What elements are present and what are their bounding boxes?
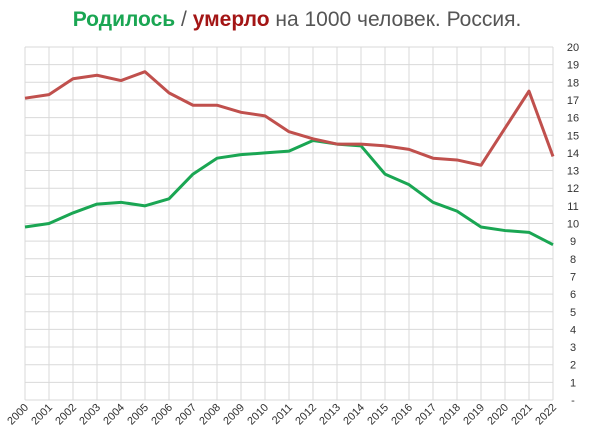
x-tick-label: 2008: [197, 402, 223, 428]
y-tick-label: 16: [567, 113, 579, 125]
x-tick-label: 2004: [101, 402, 127, 428]
x-tick-label: 2006: [149, 402, 175, 428]
x-tick-label: 2017: [413, 402, 439, 428]
y-tick-label: 20: [567, 42, 579, 54]
y-tick-label: 12: [567, 183, 579, 195]
x-tick-label: 2007: [173, 402, 199, 428]
y-tick-label: 2: [570, 360, 576, 372]
y-tick-label: 15: [567, 130, 579, 142]
y-tick-label: 10: [567, 219, 579, 231]
y-tick-label: 4: [570, 324, 576, 336]
y-tick-label: 5: [570, 307, 576, 319]
title-deaths: умерло: [193, 8, 270, 31]
x-tick-label: 2018: [437, 402, 463, 428]
x-tick-label: 2010: [245, 402, 271, 428]
title-separator: /: [181, 8, 187, 31]
title-births: Родилось: [73, 8, 176, 31]
y-tick-label: -: [571, 395, 575, 407]
x-tick-label: 2000: [5, 402, 31, 428]
x-tick-label: 2011: [270, 402, 295, 427]
y-tick-label: 6: [570, 289, 576, 301]
x-tick-label: 2012: [293, 402, 319, 428]
x-tick-label: 2020: [485, 402, 511, 428]
y-tick-label: 18: [567, 77, 579, 89]
y-tick-label: 1: [570, 377, 576, 389]
y-tick-label: 19: [567, 60, 579, 72]
y-tick-label: 13: [567, 166, 579, 178]
y-tick-label: 3: [570, 342, 576, 354]
x-tick-label: 2021: [509, 402, 535, 428]
x-tick-label: 2001: [29, 402, 55, 428]
x-tick-label: 2002: [53, 402, 79, 428]
x-tick-label: 2019: [461, 402, 487, 428]
x-tick-label: 2014: [341, 402, 367, 428]
y-tick-label: 17: [567, 95, 579, 107]
series-line: [24, 139, 554, 247]
y-tick-label: 14: [567, 148, 579, 160]
title-rest: на 1000 человек. Россия.: [275, 8, 521, 31]
chart-title: Родилось / умерло на 1000 человек. Росси…: [73, 8, 522, 31]
y-tick-label: 11: [567, 201, 578, 213]
y-tick-label: 9: [570, 236, 576, 248]
y-tick-label: 7: [570, 271, 576, 283]
series-line: [24, 70, 555, 167]
x-tick-label: 2013: [317, 402, 343, 428]
x-tick-label: 2022: [533, 402, 559, 428]
x-tick-label: 2005: [125, 402, 151, 428]
x-tick-label: 2016: [389, 402, 415, 428]
x-tick-label: 2003: [77, 402, 103, 428]
x-tick-label: 2015: [365, 402, 391, 428]
y-tick-label: 8: [570, 254, 576, 266]
x-tick-label: 2009: [221, 402, 247, 428]
